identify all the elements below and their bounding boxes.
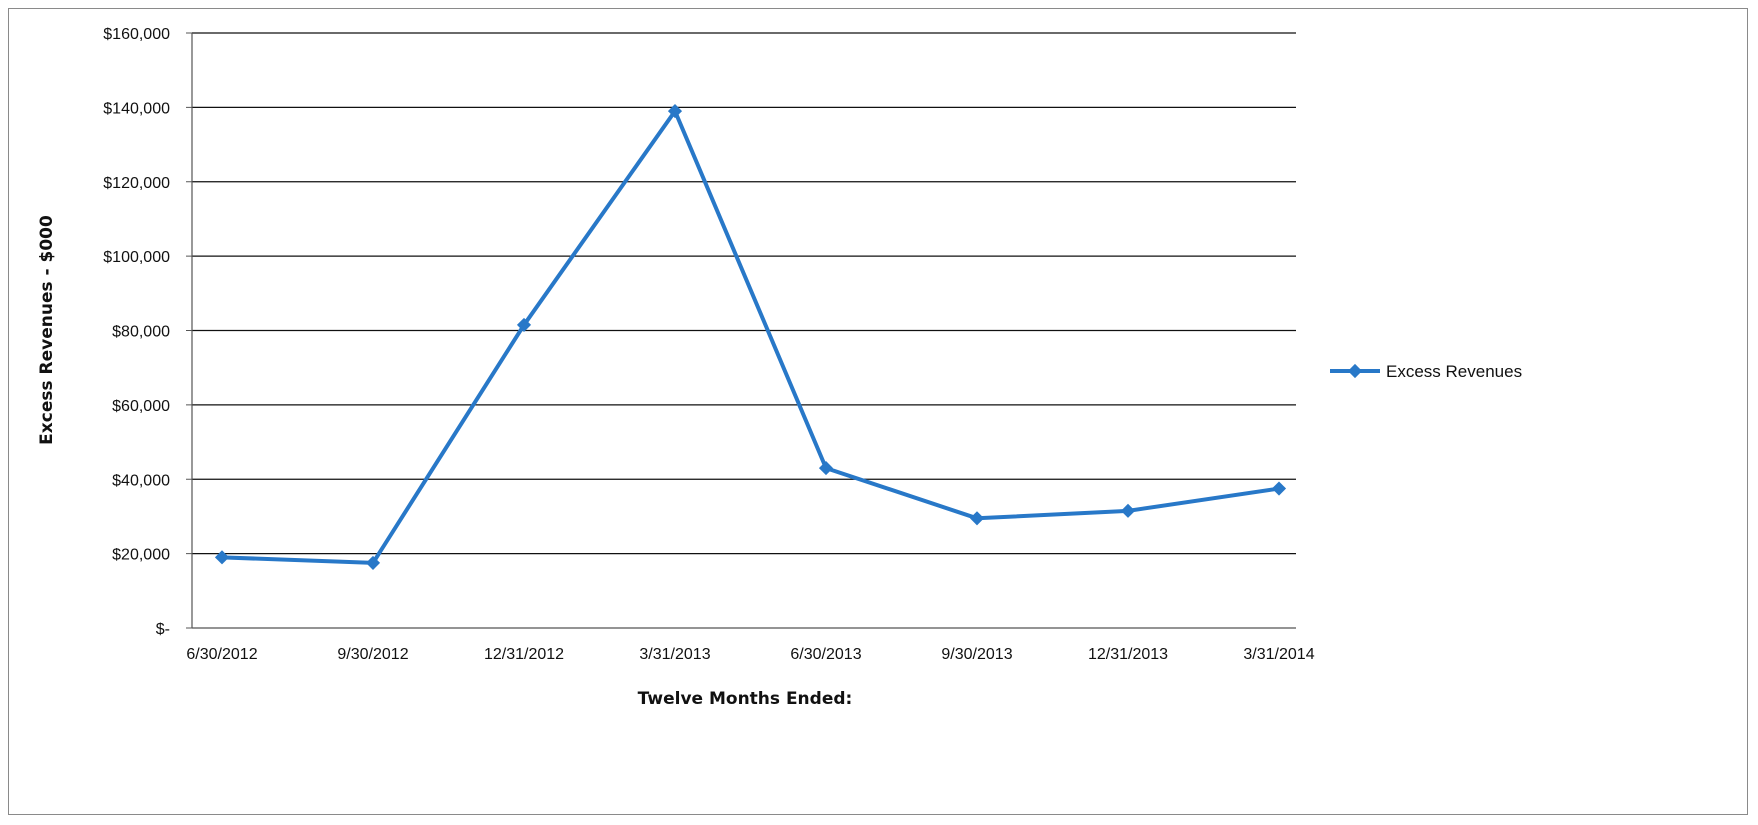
x-tick-label: 12/31/2012	[484, 646, 564, 663]
series-line	[221, 109, 1280, 565]
y-tick-label: $60,000	[112, 398, 170, 415]
x-tick-label: 9/30/2013	[941, 646, 1012, 663]
data-point-marker	[818, 461, 834, 476]
data-point-marker	[214, 550, 230, 565]
legend-marker-diamond	[1347, 363, 1363, 379]
x-tick-label: 6/30/2012	[186, 646, 257, 663]
x-tick-label: 3/31/2013	[639, 646, 710, 663]
data-point-marker	[969, 511, 985, 526]
x-tick-label: 9/30/2012	[337, 646, 408, 663]
y-tick-labels: $- $20,000 $40,000 $60,000 $80,000 $100,000 $1…	[103, 26, 192, 638]
y-tick-label: $-	[156, 621, 170, 638]
x-axis-title: Twelve Months Ended:	[638, 689, 853, 709]
data-point-marker	[1120, 503, 1136, 518]
y-tick-label: $140,000	[103, 100, 170, 117]
x-tick-label: 3/31/2014	[1243, 646, 1314, 663]
y-tick-label: $40,000	[112, 472, 170, 489]
legend: Excess Revenues	[1330, 362, 1522, 381]
grid-lines	[192, 32, 1296, 555]
data-point-marker	[516, 317, 532, 332]
y-tick-label: $120,000	[103, 175, 170, 192]
legend-label: Excess Revenues	[1386, 362, 1522, 381]
y-axis-title: Excess Revenues - $000	[37, 215, 57, 445]
x-tick-label: 6/30/2013	[790, 646, 861, 663]
y-tick-label: $160,000	[103, 26, 170, 43]
y-tick-label: $20,000	[112, 547, 170, 564]
y-tick-label: $80,000	[112, 324, 170, 341]
data-point-marker	[667, 104, 683, 119]
data-point-marker	[1271, 481, 1287, 496]
chart-frame	[8, 8, 1748, 815]
data-point-marker	[365, 555, 381, 570]
y-tick-label: $100,000	[103, 249, 170, 266]
x-tick-labels: 6/30/2012 9/30/2012 12/31/2012 3/31/2013 6/3…	[186, 646, 1314, 663]
series	[214, 104, 1287, 570]
x-tick-label: 12/31/2013	[1088, 646, 1168, 663]
